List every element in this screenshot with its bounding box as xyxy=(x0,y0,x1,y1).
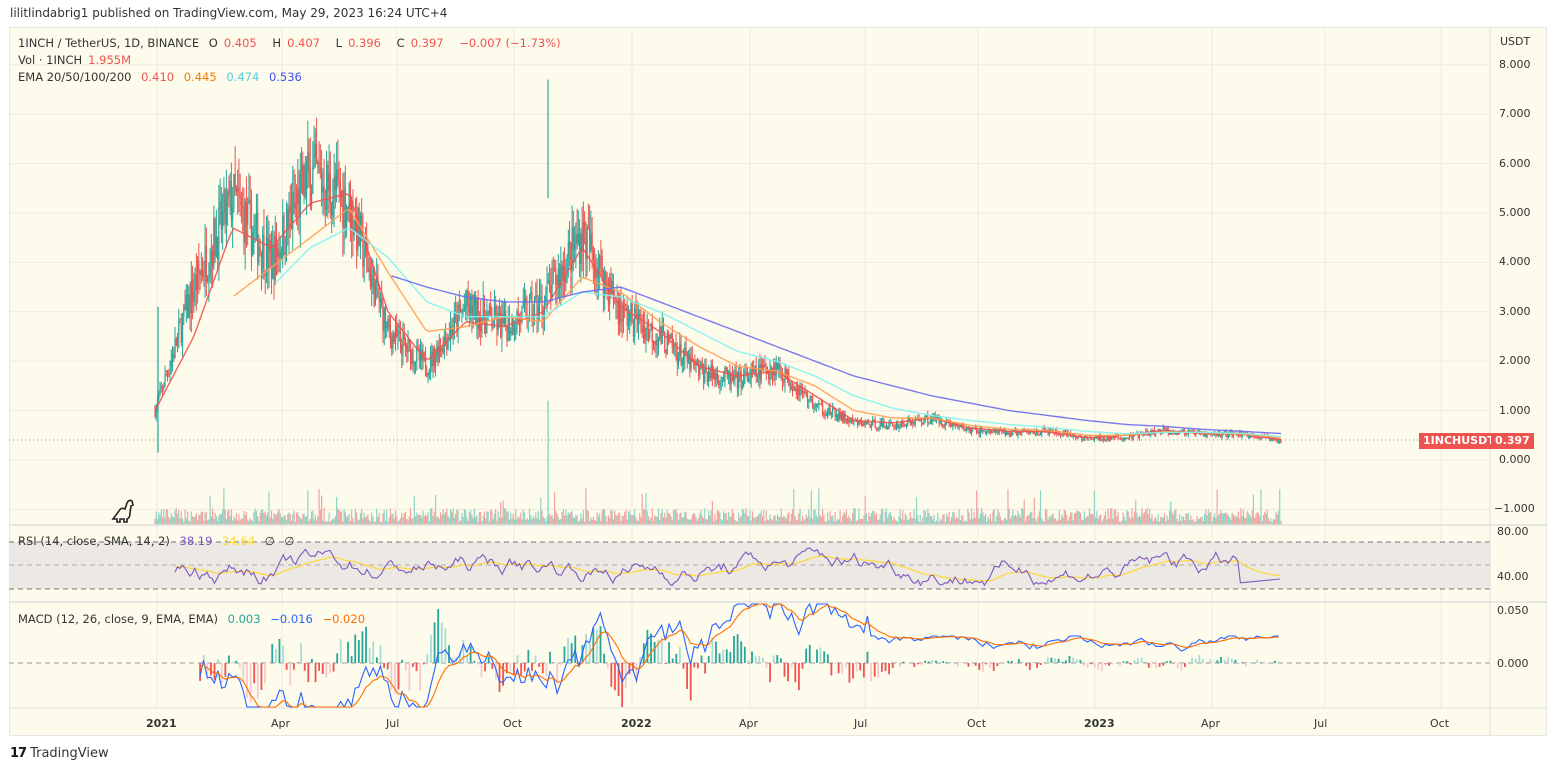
rsi-value: 38.19 xyxy=(179,534,213,548)
rsi-legend[interactable]: RSI (14, close, SMA, 14, 2) 38.19 34.64 … xyxy=(18,534,295,548)
time-tick: Jul xyxy=(1314,717,1328,730)
time-tick: Apr xyxy=(271,717,291,730)
macd-tick-0050: 0.050 xyxy=(1497,604,1529,617)
price-tick: 3.000 xyxy=(1499,304,1531,318)
time-tick: 2023 xyxy=(1084,717,1115,730)
time-tick: Oct xyxy=(1430,717,1450,730)
low-value: 0.396 xyxy=(348,36,382,50)
change-value: −0.007 (−1.73%) xyxy=(459,36,561,50)
price-tick: 5.000 xyxy=(1499,206,1531,219)
macd-hist-value: 0.003 xyxy=(227,612,261,626)
time-tick: 2021 xyxy=(146,717,177,730)
ema-legend[interactable]: EMA 20/50/100/200 0.410 0.445 0.474 0.53… xyxy=(18,70,302,84)
macd-legend[interactable]: MACD (12, 26, close, 9, EMA, EMA) 0.003 … xyxy=(18,612,366,626)
time-tick: Oct xyxy=(503,717,523,730)
symbol-price-badge: 1INCHUSDT xyxy=(1419,433,1499,449)
price-tick: 0.000 xyxy=(1499,453,1531,466)
volume-value: 1.955M xyxy=(88,53,132,67)
footer-brand[interactable]: 17 TradingView xyxy=(10,746,109,761)
rsi-tick-80: 80.00 xyxy=(1497,525,1529,538)
symbol-title[interactable]: 1INCH / TetherUS, 1D, BINANCE xyxy=(18,36,200,50)
published-caption: lilitlindabrig1 published on TradingView… xyxy=(10,6,448,20)
rsi-bb-upper-value: ∅ xyxy=(264,534,275,548)
currency-label: USDT xyxy=(1500,35,1531,48)
time-tick: 2022 xyxy=(621,717,652,730)
ema20-value: 0.410 xyxy=(141,70,175,84)
time-tick: Jul xyxy=(854,717,868,730)
rsi-pane xyxy=(9,541,1490,590)
price-tick: 7.000 xyxy=(1499,107,1531,121)
ema-lines xyxy=(154,193,1282,441)
rsi-tick-40: 40.00 xyxy=(1497,570,1529,583)
dino-icon xyxy=(111,499,134,523)
price-tick: 4.000 xyxy=(1499,255,1531,269)
macd-tick-0000: 0.000 xyxy=(1497,657,1529,670)
volume-legend[interactable]: Vol · 1INCH 1.955M xyxy=(18,53,132,67)
macd-signal-value: −0.020 xyxy=(322,612,366,626)
close-value: 0.397 xyxy=(410,36,444,50)
time-tick: Apr xyxy=(1201,717,1221,730)
time-tick: Oct xyxy=(967,717,987,730)
open-value: 0.405 xyxy=(223,36,257,50)
candlesticks xyxy=(154,79,1282,453)
macd-line-value: −0.016 xyxy=(270,612,313,626)
macd-pane xyxy=(9,602,1490,709)
grid-lines xyxy=(9,27,1490,708)
price-tick: 6.000 xyxy=(1499,156,1531,170)
symbol-legend[interactable]: 1INCH / TetherUS, 1D, BINANCE O 0.405 H 0.… xyxy=(18,36,561,50)
volume-bars xyxy=(154,400,1282,525)
price-tick: 2.000 xyxy=(1499,354,1531,368)
price-tick: 8.000 xyxy=(1499,57,1531,71)
price-tick: −1.000 xyxy=(1494,502,1535,516)
time-tick: Apr xyxy=(739,717,759,730)
ema200-value: 0.536 xyxy=(268,70,302,84)
ema50-value: 0.445 xyxy=(183,70,217,84)
rsi-bb-lower-value: ∅ xyxy=(284,534,295,548)
tradingview-logo-icon: 17 xyxy=(10,746,27,761)
chart-canvas[interactable] xyxy=(9,27,1547,736)
price-tick: 1.000 xyxy=(1499,403,1531,417)
last-price-badge: 0.397 xyxy=(1491,433,1534,449)
chart-frame xyxy=(9,27,1547,736)
time-tick: Jul xyxy=(386,717,400,730)
high-value: 0.407 xyxy=(287,36,320,50)
ema100-value: 0.474 xyxy=(226,70,260,84)
rsi-sma-value: 34.64 xyxy=(222,534,256,548)
